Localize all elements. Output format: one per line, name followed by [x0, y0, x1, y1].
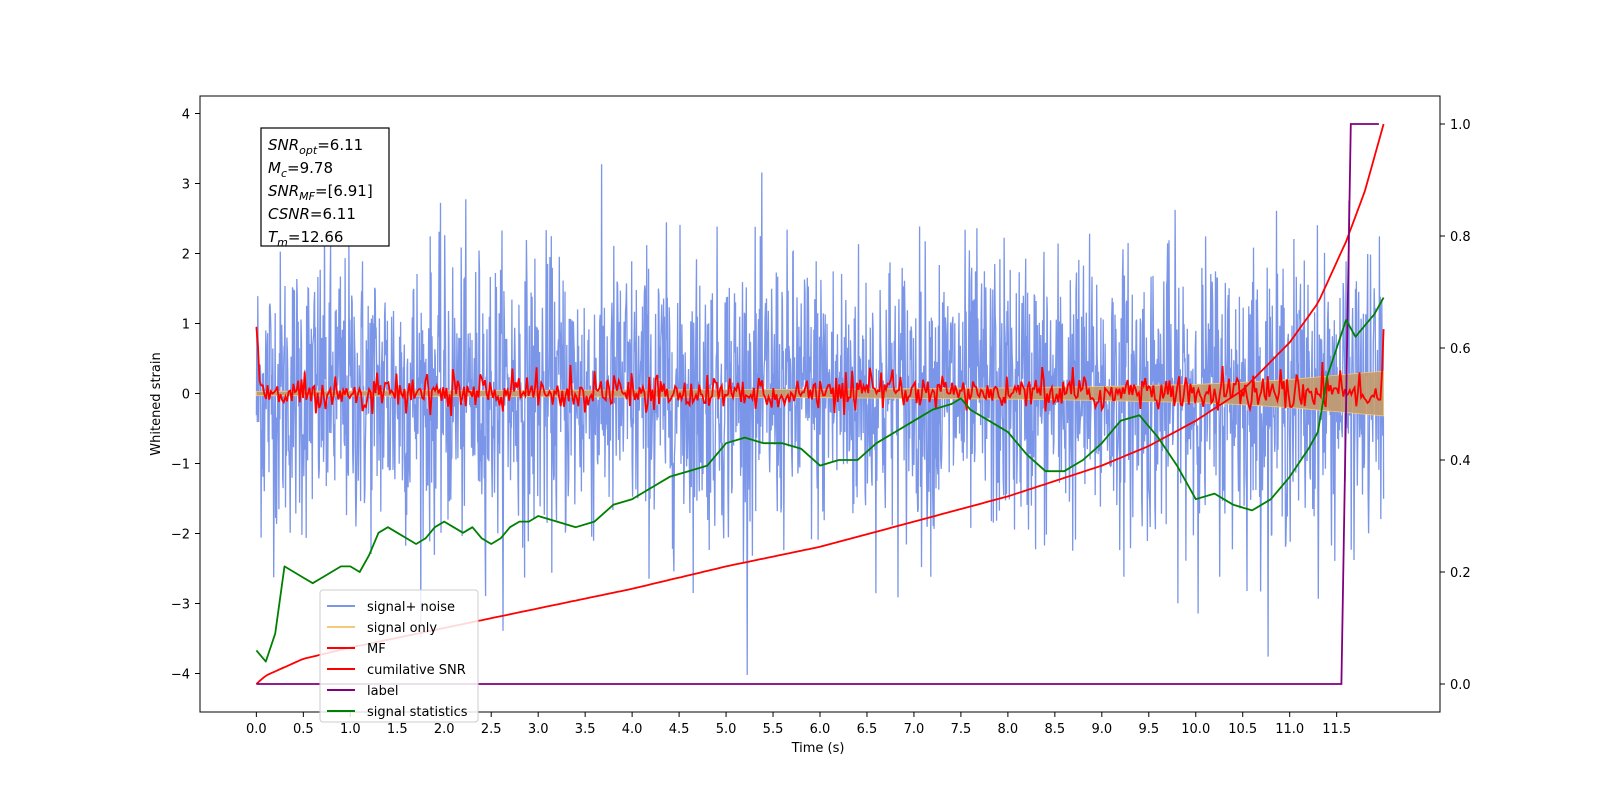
y-tick-label: −3 — [171, 598, 190, 613]
series-signal-statistics — [255, 297, 1385, 663]
y2-axis-ticks: 0.0 0.2 0.4 0.6 0.8 1.0 — [1440, 118, 1471, 693]
y2-tick-label: 0.4 — [1450, 454, 1471, 469]
info-box-line: SNRMF=[6.91] — [268, 182, 373, 203]
legend: signal+ noise signal only MF cumilative SNR… — [319, 589, 479, 723]
y-tick-label: 2 — [182, 248, 190, 263]
y-tick-label: 3 — [182, 178, 190, 193]
y-tick-label: −1 — [171, 458, 190, 473]
y-tick-label: 4 — [182, 108, 190, 123]
x-tick-label: 10.0 — [1181, 722, 1210, 737]
legend-label: signal+ noise — [367, 600, 455, 615]
x-tick-label: 2.5 — [481, 722, 502, 737]
y2-tick-label: 0.8 — [1450, 230, 1471, 245]
x-tick-label: 8.0 — [998, 722, 1019, 737]
x-tick-label: 6.5 — [857, 722, 878, 737]
legend-label: label — [367, 684, 398, 699]
legend-label: signal only — [367, 621, 437, 636]
x-tick-label: 5.5 — [763, 722, 784, 737]
y2-tick-label: 0.6 — [1450, 342, 1471, 357]
y2-tick-label: 0.0 — [1450, 678, 1471, 693]
x-tick-label: 0.0 — [246, 722, 267, 737]
info-box-frame — [260, 127, 390, 247]
x-tick-label: 2.0 — [434, 722, 455, 737]
y2-tick-label: 1.0 — [1450, 118, 1471, 133]
series-label — [256, 123, 1379, 685]
legend-frame — [319, 589, 479, 723]
y-tick-label: −2 — [171, 528, 190, 543]
x-tick-label: 1.0 — [340, 722, 361, 737]
y-tick-label: 1 — [182, 318, 190, 333]
x-axis-label: Time (s) — [791, 741, 845, 756]
x-axis-ticks: 0.0 0.5 1.0 1.5 2.0 2.5 3.0 3.5 4.0 4.5 5.0 5.5 6.0 6… — [246, 712, 1351, 737]
x-tick-label: 7.0 — [904, 722, 925, 737]
info-box-line: Tm=12.66 — [268, 228, 343, 249]
x-tick-label: 8.5 — [1045, 722, 1066, 737]
y-axis-ticks: −4 −3 −2 −1 0 1 2 3 4 — [171, 108, 200, 683]
info-box-line: CSNR=6.11 — [268, 205, 356, 223]
x-tick-label: 11.5 — [1322, 722, 1351, 737]
x-tick-label: 0.5 — [293, 722, 314, 737]
x-tick-label: 11.0 — [1275, 722, 1304, 737]
x-tick-label: 4.0 — [622, 722, 643, 737]
x-tick-label: 10.5 — [1228, 722, 1257, 737]
y-tick-label: −4 — [171, 668, 190, 683]
y2-tick-label: 0.2 — [1450, 566, 1471, 581]
legend-label: MF — [367, 642, 386, 657]
info-box-line: Mc=9.78 — [268, 159, 333, 180]
x-tick-label: 9.0 — [1091, 722, 1112, 737]
x-tick-label: 6.0 — [810, 722, 831, 737]
x-tick-label: 3.0 — [528, 722, 549, 737]
x-tick-label: 5.0 — [716, 722, 737, 737]
x-tick-label: 3.5 — [575, 722, 596, 737]
series-mf — [255, 326, 1385, 417]
y-axis-label: Whitened strain — [149, 352, 164, 455]
x-tick-label: 4.5 — [669, 722, 690, 737]
legend-label: cumilative SNR — [367, 663, 466, 678]
x-tick-label: 7.5 — [951, 722, 972, 737]
info-box-line: SNRopt=6.11 — [268, 136, 363, 157]
series-layer — [255, 123, 1385, 685]
x-tick-label: 9.5 — [1138, 722, 1159, 737]
y-tick-label: 0 — [182, 388, 190, 403]
x-tick-label: 1.5 — [387, 722, 408, 737]
legend-label: signal statistics — [367, 705, 468, 720]
